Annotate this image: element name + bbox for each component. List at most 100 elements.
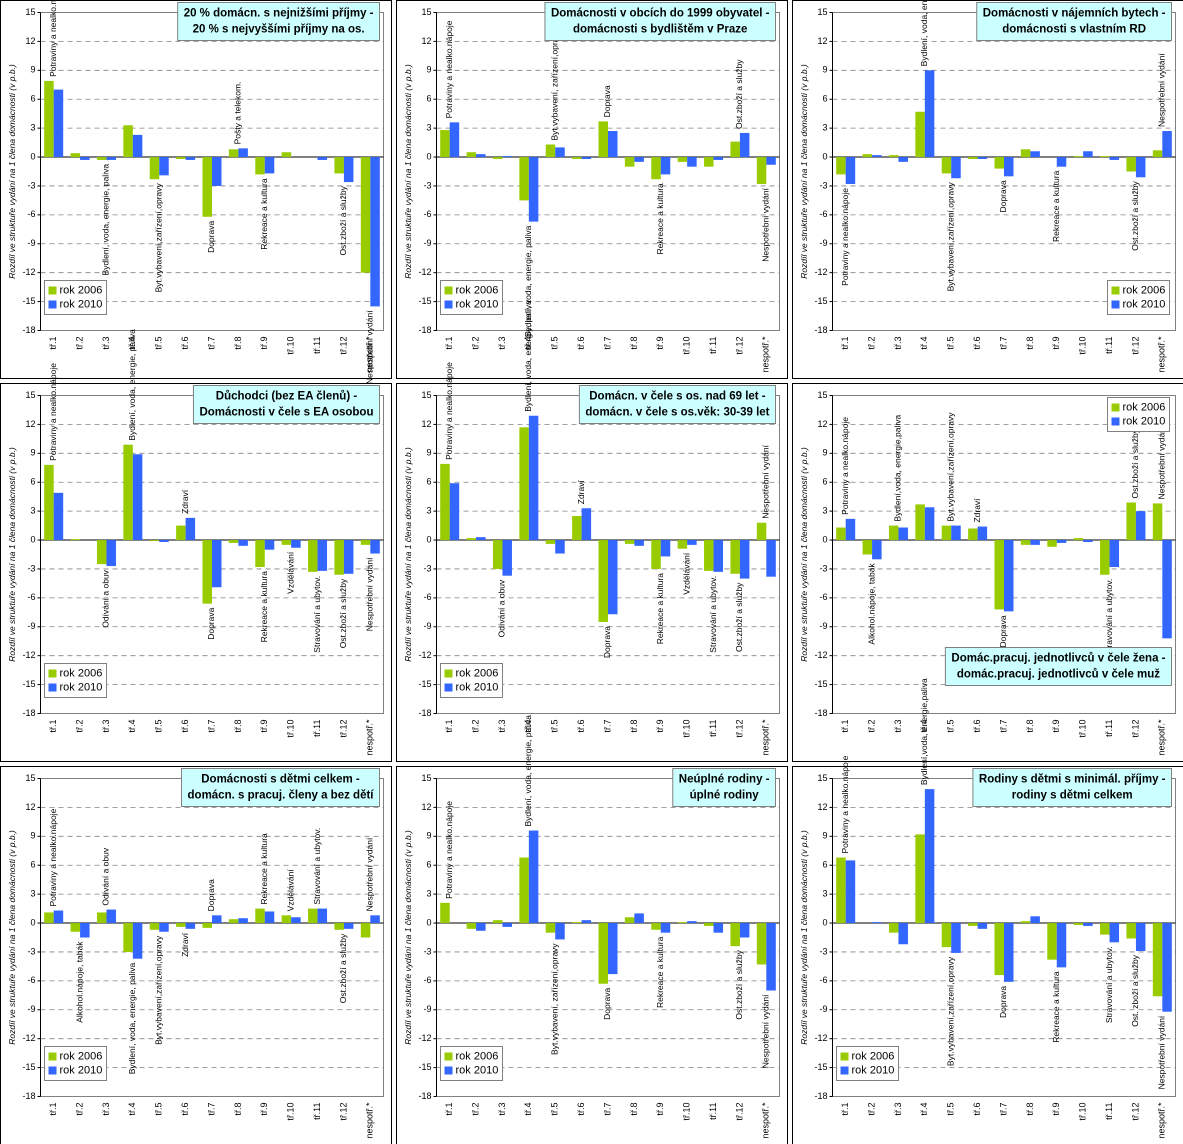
- x-tick-label: tř.4: [127, 720, 137, 733]
- chart-panel: Rozdíl ve struktuře vydání na 1 člena do…: [396, 715, 788, 1144]
- bar: [519, 427, 529, 541]
- y-tick-label: -18: [418, 1091, 431, 1101]
- bar: [281, 540, 292, 545]
- x-tick-label: tř.10: [682, 337, 692, 355]
- bar: [730, 141, 740, 158]
- bar: [1162, 131, 1172, 158]
- bar-annotation: Potraviny a nealko.nápoje: [840, 755, 850, 853]
- bar: [466, 538, 477, 541]
- y-tick-label: -6: [27, 975, 35, 985]
- y-tick-label: -9: [819, 1004, 827, 1014]
- bar: [228, 149, 239, 158]
- bar-annotation: Rekreace a kultura: [259, 178, 269, 250]
- bar: [492, 157, 503, 159]
- bar-annotation: Odívání a obuv: [101, 847, 111, 905]
- bar: [106, 909, 116, 924]
- y-tick-label: 3: [822, 889, 827, 899]
- bar-annotation: Nespotřební vydání: [761, 187, 771, 261]
- y-axis-label: Rozdíl ve struktuře vydání na 1 člena do…: [7, 830, 17, 1045]
- y-tick-label: -9: [27, 621, 35, 631]
- x-tick-label: tř.7: [998, 1103, 1008, 1116]
- plot-area: [436, 12, 780, 331]
- title-background: [192, 385, 380, 424]
- x-tick-label: tř.4: [919, 337, 929, 350]
- y-tick-label: -3: [819, 180, 827, 190]
- bar: [343, 540, 354, 574]
- y-tick-label: 9: [426, 448, 431, 458]
- bar: [1020, 921, 1031, 924]
- bar: [862, 154, 873, 158]
- x-tick-label: tř.12: [734, 720, 744, 738]
- bar-annotation: Doprava: [206, 607, 216, 639]
- bar: [968, 923, 978, 926]
- x-tick-label: tř.1: [48, 1103, 58, 1116]
- bar: [185, 923, 196, 929]
- y-tick-label: -12: [814, 650, 827, 660]
- bar: [1152, 150, 1163, 158]
- bar-annotation: Potraviny a nealko.nápoje: [444, 362, 454, 460]
- y-tick-label: 9: [426, 831, 431, 841]
- bar: [360, 923, 371, 938]
- x-tick-label: tř.12: [338, 337, 348, 355]
- x-tick-label: nespotř.*: [761, 1102, 771, 1139]
- bar: [317, 908, 328, 924]
- bar: [132, 923, 143, 959]
- bar: [660, 157, 671, 175]
- y-tick-label: 9: [30, 65, 35, 75]
- bar: [502, 923, 512, 927]
- bar: [466, 152, 477, 158]
- x-tick-label: tř.8: [629, 720, 639, 733]
- legend-swatch: [48, 683, 57, 692]
- legend-label: rok 2006: [60, 667, 103, 679]
- bar-annotation: Byt.vybavení, zařízení,opravy: [549, 943, 559, 1055]
- y-tick-label: 3: [426, 889, 431, 899]
- bar: [977, 157, 988, 159]
- y-tick-label: -15: [418, 1062, 431, 1072]
- bar: [968, 528, 978, 541]
- bar: [951, 923, 961, 953]
- legend-label: rok 2006: [1123, 401, 1166, 413]
- bar-annotation: Potraviny a nealko.nápoje: [48, 808, 58, 906]
- chart-title: Domácnosti v čele s EA osobou: [199, 407, 373, 419]
- y-tick-label: -15: [22, 1062, 35, 1072]
- bar: [924, 507, 935, 541]
- bar: [898, 923, 908, 945]
- bar: [370, 915, 380, 924]
- x-tick-label: nespotř.*: [365, 1102, 375, 1139]
- x-tick-label: tř.2: [74, 337, 84, 350]
- bar: [476, 154, 486, 158]
- bar: [159, 923, 169, 932]
- bar-annotation: Odívání a obuv: [497, 579, 507, 637]
- x-tick-label: tř.5: [154, 720, 164, 733]
- x-tick-label: tř.1: [444, 720, 454, 733]
- bar: [291, 540, 301, 548]
- bar: [202, 540, 212, 604]
- bar-annotation: Doprava: [602, 85, 612, 117]
- bar: [555, 147, 565, 158]
- bar: [370, 540, 380, 554]
- bar: [994, 540, 1004, 610]
- x-tick-label: tř.11: [708, 1103, 718, 1120]
- y-tick-label: 12: [25, 802, 35, 812]
- bar: [519, 157, 529, 201]
- y-tick-label: -6: [819, 975, 827, 985]
- x-tick-label: tř.5: [550, 1103, 560, 1116]
- bar-annotation: Zdraví: [972, 498, 982, 523]
- x-tick-label: tř.8: [1025, 337, 1035, 350]
- bar: [159, 157, 169, 176]
- x-tick-label: tř.8: [233, 720, 243, 733]
- x-tick-label: tř.10: [1078, 720, 1088, 738]
- y-tick-label: 15: [25, 390, 35, 400]
- bar: [1083, 540, 1093, 542]
- y-tick-label: 6: [426, 94, 431, 104]
- bar: [1047, 923, 1057, 960]
- chart-panel: Rozdíl ve struktuře vydání na 1 člena do…: [792, 678, 1183, 1144]
- bar: [1100, 540, 1110, 575]
- bar: [898, 157, 908, 162]
- title-box: Neúplné rodiny - úplné rodiny: [672, 768, 776, 807]
- bar: [149, 157, 160, 180]
- bar: [360, 540, 371, 545]
- y-axis-label: Rozdíl ve struktuře vydání na 1 člena do…: [403, 830, 413, 1045]
- bar: [756, 522, 767, 541]
- y-tick-label: 9: [822, 831, 827, 841]
